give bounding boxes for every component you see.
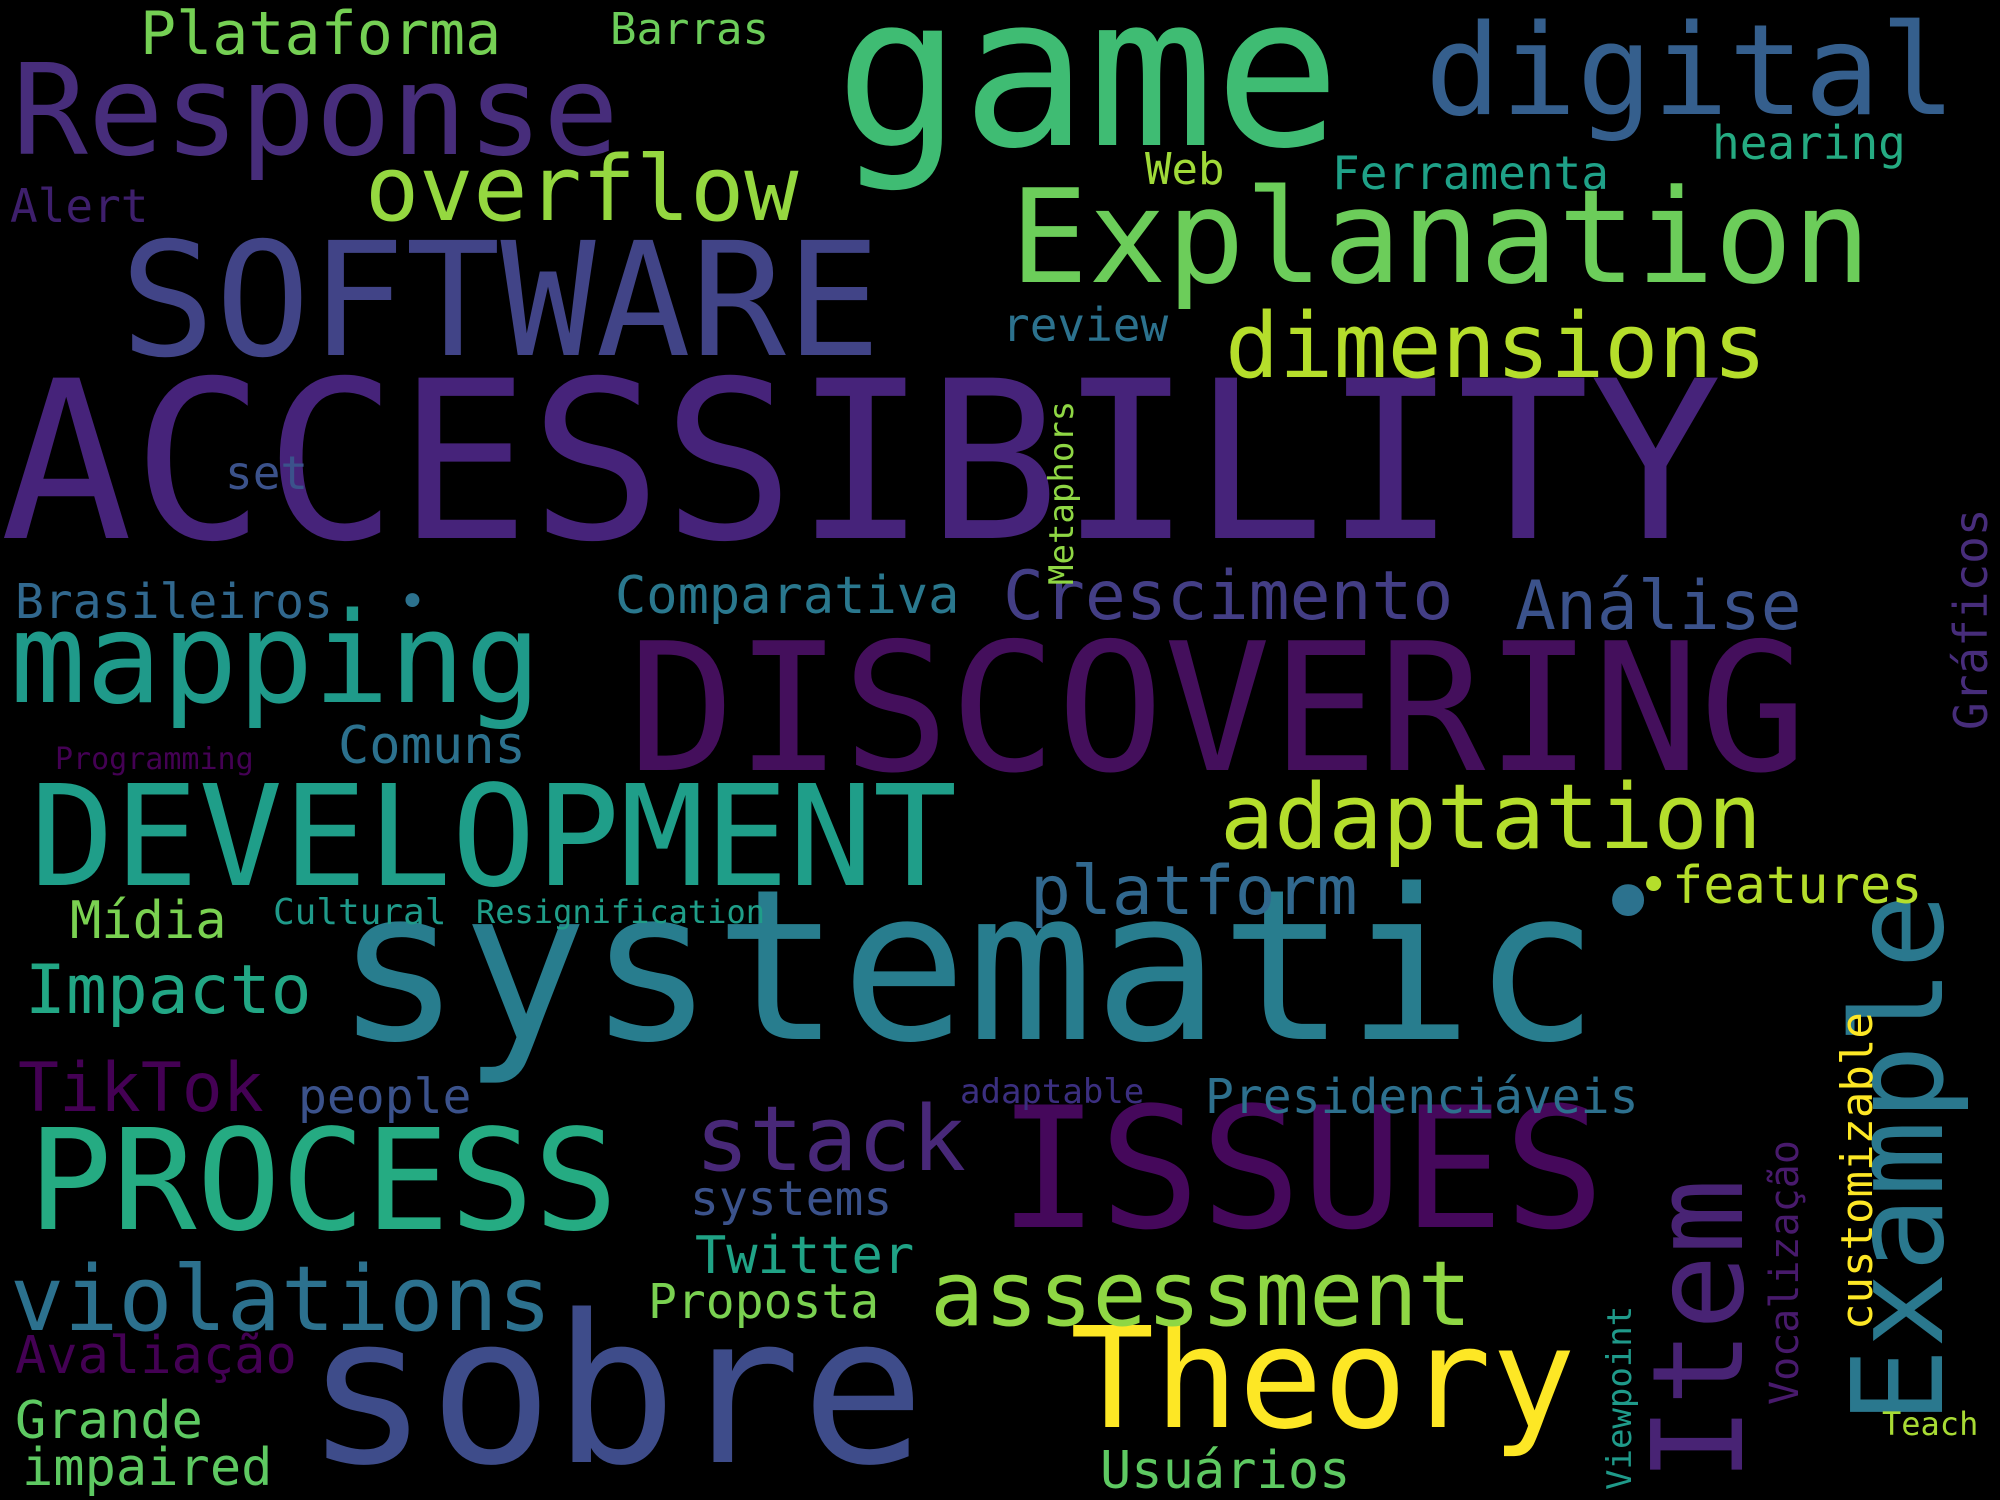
word-platform: platform	[1030, 852, 1358, 931]
word-people: people	[298, 1069, 472, 1125]
word-twitter: Twitter	[695, 1226, 915, 1286]
word-dot1: •	[398, 574, 427, 630]
word-cultural: Cultural	[273, 892, 447, 933]
word-tiktok: TikTok	[18, 1049, 264, 1128]
word-review: review	[1002, 298, 1169, 352]
word-systems: systems	[690, 1171, 893, 1227]
word-set: set	[225, 446, 309, 500]
word-digital: digital	[1425, 0, 1957, 144]
word-mapping: mapping	[10, 585, 542, 732]
word-plataforma: Plataforma	[140, 0, 502, 69]
word-game: game	[835, 0, 1341, 195]
word-resignification: Resignification	[476, 893, 765, 931]
word-theory: Theory	[1070, 1298, 1576, 1461]
word-impaired: impaired	[22, 1438, 273, 1498]
word-teach: Teach	[1882, 1405, 1979, 1443]
word-ferramenta: Ferramenta	[1332, 146, 1609, 200]
word-alert: Alert	[10, 179, 149, 233]
word-dimensions: dimensions	[1225, 294, 1767, 399]
word-comparativa: Comparativa	[615, 566, 960, 626]
word-midia: Mídia	[70, 891, 227, 951]
word-adaptation: adaptation	[1220, 765, 1762, 870]
word-programming: Programming	[55, 742, 254, 777]
word-metaphors: Metaphors	[1042, 400, 1082, 585]
word-response: Response	[12, 37, 619, 184]
word-web: Web	[1145, 144, 1225, 195]
word-violations: violations	[10, 1247, 552, 1352]
word-proposta: Proposta	[648, 1274, 880, 1330]
word-barras: Barras	[610, 4, 769, 55]
word-overflow: overflow	[365, 137, 799, 242]
word-presidenciaveis: Presidenciáveis	[1205, 1069, 1639, 1125]
word-accessibility: ACCESSIBILITY	[0, 334, 1722, 590]
word-avaliacao: Avaliação	[15, 1326, 297, 1386]
word-software: SOFTWARE	[120, 209, 881, 393]
word-analise: Análise	[1515, 567, 1802, 646]
word-stack: stack	[695, 1087, 966, 1192]
word-viewpoint: Viewpoint	[1600, 1305, 1640, 1490]
word-comuns: Comuns	[338, 716, 526, 776]
word-dot2: •	[1595, 839, 1662, 967]
word-features: features	[1672, 856, 1923, 916]
word-crescimento: Crescimento	[1003, 557, 1454, 636]
word-brasileiros: Brasileiros	[15, 574, 333, 630]
word-usuarios: Usuários	[1100, 1441, 1351, 1500]
word-issues: ISSUES	[998, 1071, 1605, 1267]
word-adaptable: adaptable	[960, 1072, 1145, 1112]
word-item: Item	[1625, 1178, 1772, 1482]
word-grande: Grande	[15, 1391, 203, 1451]
word-process: PROCESS	[28, 1100, 619, 1263]
word-vocalizacao: Vocalização	[1762, 1140, 1808, 1405]
word-assessment: assessment	[930, 1242, 1472, 1347]
word-dot3: •	[1638, 856, 1670, 916]
word-systematic: systematic	[335, 844, 1600, 1089]
word-development: DEVELOPMENT	[30, 756, 958, 919]
word-sobre: sobre	[305, 1271, 926, 1500]
word-customizable: customizable	[1832, 1012, 1883, 1330]
word-graficos: Gráficos	[1944, 508, 1998, 730]
word-discovering: DISCOVERING	[628, 605, 1807, 812]
word-impacto: Impacto	[25, 951, 312, 1030]
word-hearing: hearing	[1712, 116, 1906, 170]
word-explanation: Explanation	[1010, 161, 1871, 313]
